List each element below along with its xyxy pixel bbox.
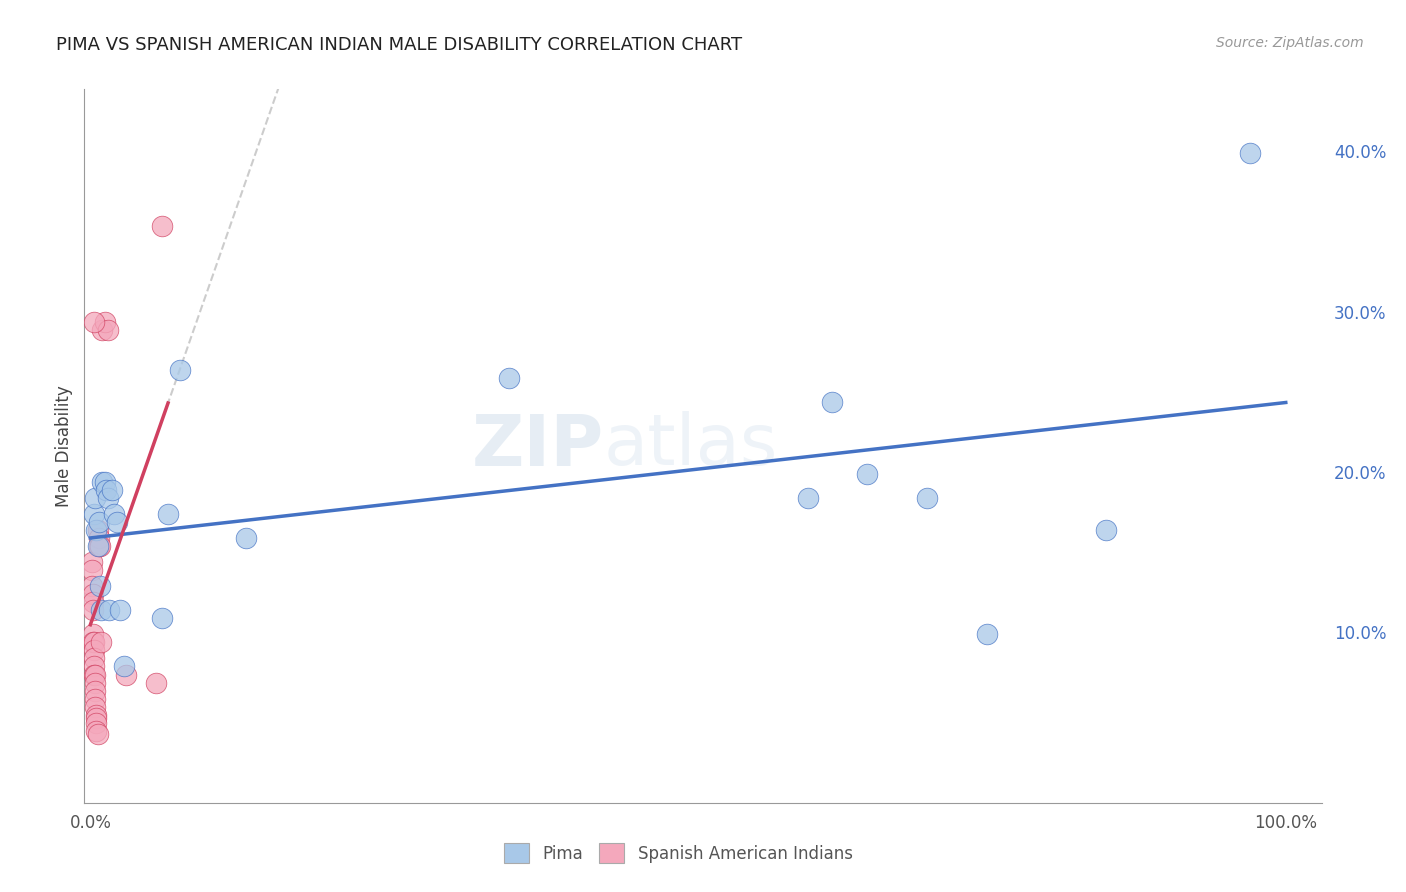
Point: [84, 675, 107, 690]
Point: [84, 683, 107, 698]
Point: [150, 219, 173, 233]
Text: Source: ZipAtlas.com: Source: ZipAtlas.com: [1216, 36, 1364, 50]
Point: [98, 603, 121, 617]
Y-axis label: Male Disability: Male Disability: [55, 385, 73, 507]
Point: [80, 555, 103, 569]
Point: [91, 475, 114, 489]
Point: [93, 475, 115, 489]
Point: [87, 515, 110, 529]
Text: 40.0%: 40.0%: [1334, 145, 1386, 162]
Point: [89, 579, 111, 593]
Point: [90, 635, 112, 649]
Point: [83, 315, 105, 329]
Point: [82, 595, 104, 609]
Text: 30.0%: 30.0%: [1334, 305, 1386, 323]
Text: ZIP: ZIP: [472, 411, 605, 481]
Point: [498, 371, 520, 385]
Point: [86, 727, 108, 741]
Point: [83, 659, 105, 673]
Point: [97, 323, 120, 337]
Point: [976, 627, 998, 641]
Point: [82, 587, 104, 601]
Point: [80, 579, 103, 593]
Text: 10.0%: 10.0%: [1334, 625, 1386, 643]
Point: [150, 611, 173, 625]
Point: [112, 659, 135, 673]
Point: [86, 711, 108, 725]
Point: [235, 531, 257, 545]
Point: [84, 491, 107, 505]
Point: [856, 467, 879, 481]
Point: [1239, 146, 1261, 161]
Point: [86, 707, 108, 722]
Point: [105, 515, 128, 529]
Point: [86, 715, 108, 730]
Point: [145, 675, 167, 690]
Point: [820, 395, 842, 409]
Point: [86, 523, 108, 537]
Point: [91, 323, 114, 337]
Point: [83, 651, 105, 665]
Point: [94, 483, 117, 497]
Point: [86, 539, 108, 553]
Point: [1095, 523, 1118, 537]
Point: [110, 603, 132, 617]
Point: [86, 523, 108, 537]
Point: [84, 667, 107, 681]
Point: [87, 531, 110, 545]
Point: [86, 723, 108, 738]
Point: [796, 491, 818, 505]
Point: [83, 507, 105, 521]
Text: 20.0%: 20.0%: [1334, 465, 1386, 483]
Point: [915, 491, 938, 505]
Point: [82, 635, 104, 649]
Point: [82, 603, 104, 617]
Point: [89, 539, 111, 553]
Point: [103, 507, 125, 521]
Point: [80, 563, 103, 577]
Text: atlas: atlas: [605, 411, 779, 481]
Text: PIMA VS SPANISH AMERICAN INDIAN MALE DISABILITY CORRELATION CHART: PIMA VS SPANISH AMERICAN INDIAN MALE DIS…: [56, 36, 742, 54]
Point: [87, 539, 110, 553]
Point: [90, 603, 112, 617]
Point: [84, 699, 107, 714]
Point: [169, 363, 191, 377]
Point: [83, 635, 105, 649]
Point: [115, 667, 138, 681]
Point: [157, 507, 180, 521]
Point: [83, 667, 105, 681]
Point: [101, 483, 124, 497]
Point: [83, 643, 105, 657]
Point: [97, 491, 120, 505]
Legend: Pima, Spanish American Indians: Pima, Spanish American Indians: [491, 830, 866, 877]
Point: [93, 315, 115, 329]
Point: [82, 627, 104, 641]
Point: [84, 691, 107, 706]
